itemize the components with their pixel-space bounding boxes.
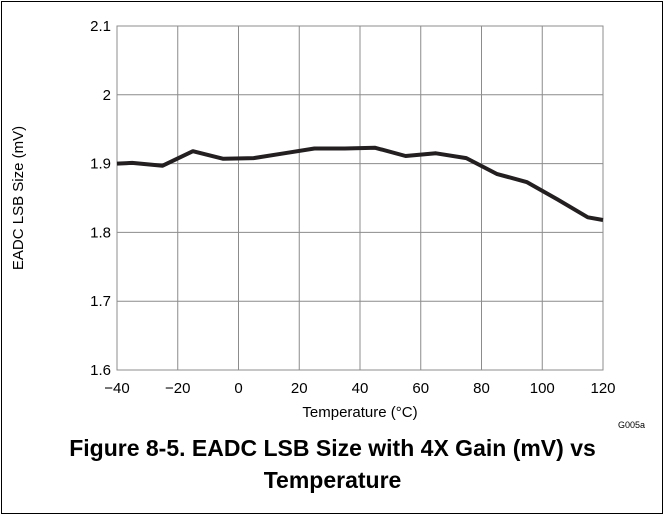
y-tick-label: 1.7 [90,293,111,310]
x-tick-label: 0 [234,380,242,397]
x-tick-label: 40 [352,380,369,397]
y-tick-labels: 1.6 1.7 1.8 1.9 2 2.1 [90,18,111,379]
plot-area-border [116,25,604,371]
y-tick-label: 1.8 [90,224,111,241]
line-chart: 1.6 1.7 1.8 1.9 2 2.1 −40 −20 0 20 40 60 80 100 120 E… [10,18,645,430]
x-axis-label: Temperature (°C) [302,404,417,421]
x-tick-label: 20 [291,380,308,397]
y-axis-label: EADC LSB Size (mV) [10,126,27,270]
x-tick-label: 100 [530,380,555,397]
chart-series [116,145,604,222]
series-line [116,145,604,222]
x-tick-label: −20 [165,380,190,397]
x-tick-label: 80 [473,380,490,397]
figure-caption: Figure 8-5. EADC LSB Size with 4X Gain (… [0,432,665,496]
y-tick-label: 2 [103,87,111,104]
caption-line-1: Figure 8-5. EADC LSB Size with 4X Gain (… [69,435,596,461]
figure-id-annotation: G005a [618,420,645,430]
caption-line-2: Temperature [263,467,402,493]
x-tick-label: −40 [104,380,129,397]
x-tick-label: 120 [590,380,615,397]
y-tick-label: 1.9 [90,156,111,173]
chart-grid [116,25,604,371]
x-tick-label: 60 [412,380,429,397]
y-tick-label: 2.1 [90,18,111,35]
x-tick-labels: −40 −20 0 20 40 60 80 100 120 [104,380,615,397]
y-tick-label: 1.6 [90,362,111,379]
